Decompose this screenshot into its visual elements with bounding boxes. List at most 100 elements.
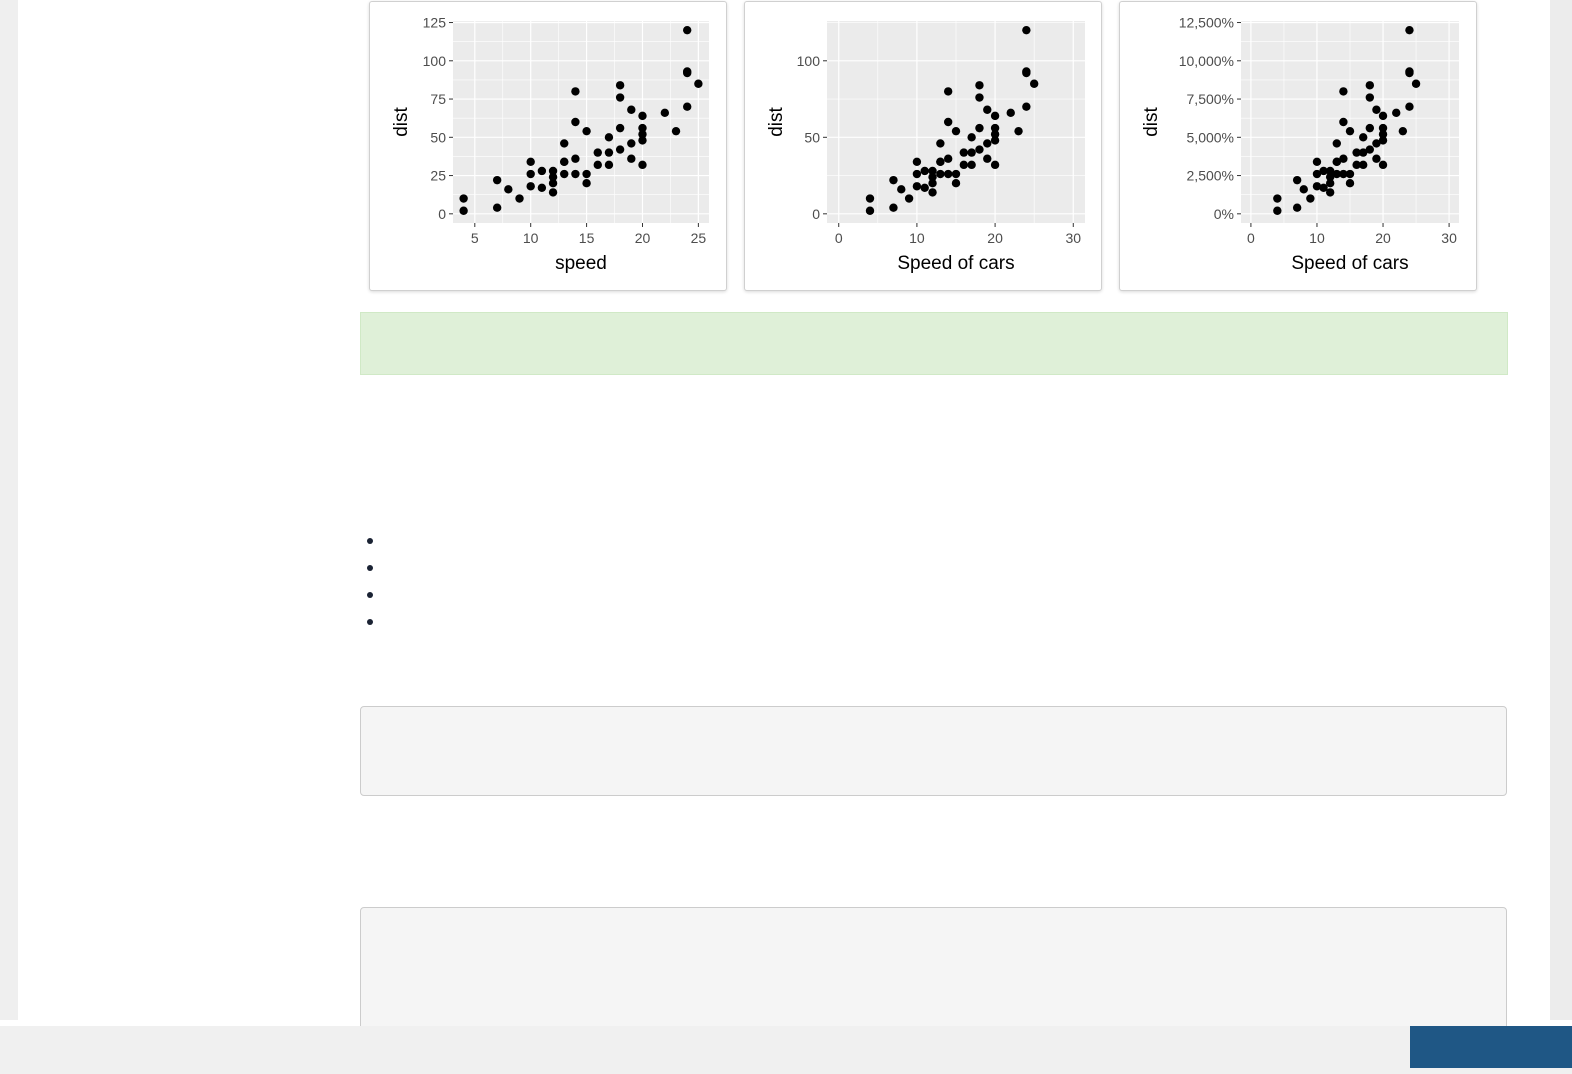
data-point <box>638 123 647 133</box>
data-point <box>865 194 875 203</box>
data-point <box>967 160 976 170</box>
data-point <box>571 87 580 96</box>
data-point <box>683 102 692 111</box>
y-tick-label: 5,000% <box>1187 129 1234 145</box>
data-point <box>928 188 937 197</box>
code-block-2 <box>360 907 1507 1039</box>
data-point <box>983 154 992 163</box>
data-point <box>560 139 569 148</box>
data-point <box>694 79 703 88</box>
data-point <box>638 130 647 139</box>
x-tick-label: 5 <box>471 230 479 246</box>
data-point <box>983 139 992 148</box>
data-point <box>990 136 1000 145</box>
data-point <box>1273 194 1282 203</box>
data-point <box>1029 79 1039 88</box>
data-point <box>593 148 602 157</box>
data-point <box>1299 185 1308 194</box>
data-point <box>1332 169 1341 179</box>
data-point <box>1006 108 1015 118</box>
data-point <box>912 169 922 179</box>
data-point <box>943 169 953 179</box>
code-block-1 <box>360 706 1507 796</box>
data-point <box>1359 148 1368 157</box>
data-point <box>548 172 558 182</box>
data-point <box>990 160 1000 170</box>
data-point <box>967 133 976 142</box>
data-point <box>1332 157 1341 166</box>
data-point <box>936 139 945 148</box>
data-point <box>1319 166 1328 176</box>
data-point <box>1345 126 1355 136</box>
plot-card-2: 0 10 20 30 0 50 100 Speed of cars dist <box>744 1 1102 291</box>
y-tick-label: 125 <box>423 15 447 31</box>
data-point <box>1332 139 1341 148</box>
data-point <box>1359 133 1368 142</box>
y-tick-label: 100 <box>423 53 447 69</box>
data-point <box>1345 169 1355 179</box>
plot-card-1: 5 10 15 20 25 0 25 50 75 100 125 speed dist <box>369 1 727 291</box>
data-point <box>904 194 914 203</box>
data-point <box>990 123 1000 133</box>
data-point <box>1312 182 1322 191</box>
y-axis-label: dist <box>391 107 412 137</box>
data-point <box>1273 206 1282 215</box>
data-point <box>975 145 984 154</box>
data-point <box>1312 157 1322 166</box>
left-margin <box>0 0 18 1020</box>
data-point <box>627 105 636 114</box>
data-point <box>1359 160 1368 170</box>
y-tick-label: 50 <box>804 129 820 145</box>
footer-button[interactable] <box>1410 1026 1572 1068</box>
data-point <box>1352 160 1361 170</box>
y-axis-label: dist <box>1141 107 1162 137</box>
data-point <box>582 126 591 136</box>
data-point <box>1378 123 1388 133</box>
plot-panel <box>453 21 709 223</box>
data-point <box>897 185 906 194</box>
y-tick-label: 75 <box>430 91 446 107</box>
data-point <box>912 182 922 191</box>
data-point <box>936 169 945 179</box>
y-tick-label: 0 <box>812 206 820 222</box>
x-tick-label: 10 <box>523 230 539 246</box>
data-point <box>593 160 602 170</box>
data-point <box>1378 130 1388 139</box>
data-point <box>504 185 513 194</box>
data-point <box>537 166 547 176</box>
data-point <box>1325 179 1335 188</box>
data-point <box>912 157 922 166</box>
data-point <box>943 154 953 163</box>
data-point <box>959 160 969 170</box>
data-point <box>1325 172 1335 182</box>
x-tick-label: 10 <box>1309 230 1325 246</box>
data-point <box>1312 169 1322 179</box>
data-point <box>1378 136 1388 145</box>
data-point <box>1398 126 1408 136</box>
success-alert-box <box>360 312 1508 375</box>
data-point <box>615 123 625 133</box>
data-point <box>1325 188 1335 197</box>
x-tick-label: 30 <box>1441 230 1457 246</box>
data-point <box>627 154 636 163</box>
y-axis-label: dist <box>766 107 787 137</box>
data-point <box>560 157 569 166</box>
data-point <box>1405 25 1414 35</box>
data-point <box>526 169 535 179</box>
y-tick-label: 0% <box>1214 206 1234 222</box>
data-point <box>1022 102 1031 111</box>
data-point <box>1292 175 1302 185</box>
y-tick-label: 50 <box>430 129 446 145</box>
data-point <box>683 25 692 35</box>
data-point <box>537 183 547 193</box>
scatter-plot-2: 0 10 20 30 0 50 100 Speed of cars dist <box>766 21 1085 274</box>
y-tick-label: 25 <box>430 168 446 184</box>
data-point <box>920 183 929 193</box>
data-point <box>1319 183 1328 193</box>
data-point <box>1352 148 1361 157</box>
data-point <box>582 169 591 179</box>
right-scrollbar-track[interactable] <box>1550 0 1572 1020</box>
data-point <box>1392 108 1401 118</box>
scatter-plot-3: 0 10 20 30 0% 2,500% 5,000% 7,500% 10,000% 12,500… <box>1141 15 1459 274</box>
data-point <box>459 206 468 215</box>
